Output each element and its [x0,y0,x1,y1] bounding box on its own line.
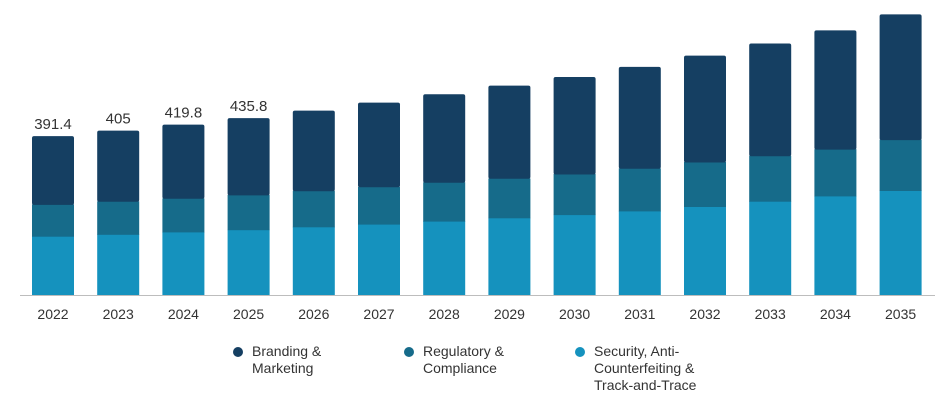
x-tick-label: 2026 [298,306,329,322]
bar-segment-2024-regulatory [162,198,205,233]
bar-segment-2022-branding [32,136,74,205]
bar-segment-2031-branding [618,66,661,169]
bar-segment-2032-regulatory [684,162,726,207]
bar-segment-2034-regulatory [814,149,857,197]
bar-segment-2022-security [32,236,74,295]
bar-segment-2034-security [814,196,857,295]
bar-segment-2029-regulatory [488,178,531,219]
bar-segment-2024-branding [162,124,205,199]
data-label: 405 [106,111,131,128]
bar-segment-2034-branding [814,30,857,150]
stacked-bar-chart: 2022 391.4 2023 405 2024 419.8 2025 435.8 2026 20… [20,14,935,322]
x-tick-label: 2022 [37,306,68,322]
x-tick-label: 2027 [363,306,394,322]
legend-marker-branding-marketing [233,347,243,357]
bar-segment-2035-regulatory [879,139,922,191]
legend-item-regulatory-compliance: Regulatory & Compliance [404,343,504,377]
legend-marker-security-anti-counterfeiting [575,347,585,357]
x-tick-label: 2034 [820,306,851,322]
bar-segment-2035-security [879,190,922,295]
bar-segment-2027-branding [358,102,400,188]
bar-segment-2033-branding [749,43,792,157]
bar-segment-2025-regulatory [227,194,270,231]
bar-segment-2028-security [423,221,466,295]
bar-segment-2028-branding [423,94,466,183]
x-tick-label: 2033 [755,306,786,322]
x-tick-label: 2024 [168,306,199,322]
legend-item-branding-marketing: Branding & Marketing [233,343,321,377]
data-label: 435.8 [230,98,268,115]
bar-segment-2035-branding [879,14,922,141]
x-tick-label: 2029 [494,306,525,322]
x-tick-label: 2032 [689,306,720,322]
bar-segment-2027-regulatory [358,186,400,225]
bar-segment-2029-security [488,217,531,295]
bar-segment-2028-regulatory [423,182,466,222]
bar-segment-2022-regulatory [32,204,74,237]
x-tick-label: 2023 [103,306,134,322]
x-tick-label: 2030 [559,306,590,322]
bar-segment-2033-regulatory [749,155,792,202]
bar-segment-2031-regulatory [618,168,661,212]
bar-segment-2024-security [162,232,205,295]
x-tick-label: 2035 [885,306,916,322]
bar-segment-2030-regulatory [553,173,596,216]
bar-segment-2025-branding [227,118,270,196]
legend-label-branding-marketing: Branding & Marketing [252,343,322,376]
data-label: 391.4 [34,116,72,133]
bar-segment-2026-regulatory [292,190,335,228]
bar-segment-2030-branding [553,77,596,175]
bar-segment-2026-branding [292,110,335,192]
bar-segment-2026-security [292,226,335,295]
bar-segment-2032-branding [684,55,726,163]
x-tick-label: 2028 [429,306,460,322]
legend: Branding & Marketing Regulatory & Compli… [0,343,947,396]
bar-segment-2023-branding [97,130,140,202]
data-label: 419.8 [165,105,203,122]
legend-item-security-anti-counterfeiting: Security, Anti- Counterfeiting & Track-a… [575,343,696,394]
legend-marker-regulatory-compliance [404,347,414,357]
legend-label-regulatory-compliance: Regulatory & Compliance [423,343,504,376]
x-tick-label: 2025 [233,306,264,322]
bar-segment-2025-security [227,229,270,295]
x-tick-label: 2031 [624,306,655,322]
bar-segment-2032-security [684,206,726,295]
bar-segment-2023-security [97,234,140,295]
bar-segment-2023-regulatory [97,201,140,235]
bar-segment-2027-security [358,224,400,295]
bar-segment-2033-security [749,201,792,295]
bar-segment-2030-security [553,214,596,295]
bar-segment-2029-branding [488,85,531,179]
bar-segment-2031-security [618,210,661,295]
legend-label-security-anti-counterfeiting: Security, Anti- Counterfeiting & Track-a… [594,343,697,393]
